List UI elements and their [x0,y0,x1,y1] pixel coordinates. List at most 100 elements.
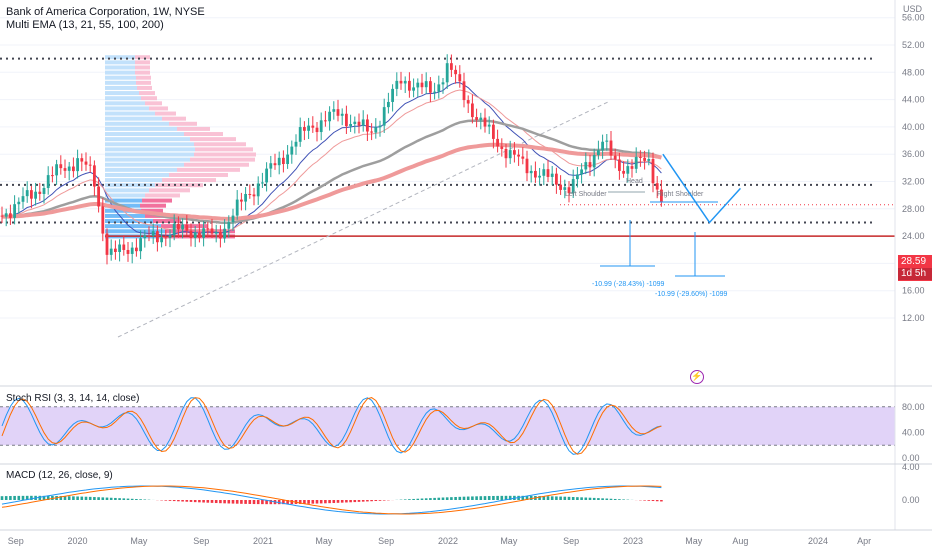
candle-body [63,168,67,171]
candle-body [4,213,8,217]
macd-histogram-bar [319,500,323,504]
macd-histogram-bar [17,495,21,500]
candle-body [546,169,550,177]
volume-profile-up-bar [105,65,135,70]
price-tick-label: 52.00 [902,40,925,50]
volume-profile-down-bar [195,147,253,152]
macd-histogram-bar [332,500,336,503]
last-price-badge: 28.59 1d 5h [898,255,932,281]
macd-histogram-bar [298,500,302,504]
candle-body [336,109,340,116]
macd-histogram-bar [42,495,46,500]
macd-histogram-bar [471,496,474,500]
candle-body [84,161,88,165]
macd-histogram-bar [567,496,571,500]
macd-histogram-bar [282,500,285,505]
candle-body [135,247,138,252]
candle-body [529,170,533,174]
volume-profile-down-bar [184,132,223,137]
macd-histogram-bar [307,500,310,504]
candle-body [462,81,466,101]
macd-histogram-bar [76,496,79,500]
horizontal-levels [0,57,895,338]
macd-histogram-bar [584,497,588,500]
candle-body [639,156,642,158]
macd-histogram-bar [420,498,424,500]
candle-body [605,140,609,142]
time-tick-label: Sep [193,536,209,546]
chart-title[interactable]: Bank of America Corporation, 1W, NYSE [6,6,205,18]
candle-body [42,187,46,194]
candle-body [588,162,592,168]
macd-histogram-bar [46,495,50,500]
macd-histogram-bar [80,496,84,500]
rsi-tick-label: 0.00 [902,453,920,463]
macd-histogram-bar [609,498,613,500]
candle-body [622,170,625,174]
candle-body [492,124,495,139]
macd-histogram-bar [210,500,214,503]
macd-histogram-bar [198,500,201,503]
macd-histogram-bar [361,500,365,502]
volume-profile-up-bar [105,91,139,96]
macd-histogram-bar [437,497,441,500]
macd-histogram-bar [429,498,432,500]
macd-label[interactable]: MACD (12, 26, close, 9) [6,470,113,481]
macd-line [1,485,662,515]
macd-histogram-bar [424,498,428,500]
macd-histogram-bar [13,495,16,500]
macd-histogram-bar [214,500,218,504]
candle-body [261,182,264,184]
stoch-rsi-label[interactable]: Stoch RSI (3, 3, 14, 14, close) [6,393,140,404]
macd-histogram-bar [231,500,235,504]
volume-profile-up-bar [105,126,177,131]
candle-body [387,101,390,108]
candle-body [513,150,516,155]
volume-profile-up-bar [105,162,184,167]
time-tick-label: Apr [857,536,871,546]
candle-body [227,222,231,229]
macd-histogram-bar [244,500,247,504]
candle-body [353,121,357,125]
candle-body [500,146,504,149]
volume-profile-down-bar [194,152,256,157]
candle-body [580,169,583,175]
candle-body [563,187,567,190]
flash-icon[interactable]: ⚡ [690,370,704,384]
macd-histogram-bar [618,499,621,500]
candle-body [315,127,319,133]
volume-profile-up-bar [105,193,145,198]
macd-histogram-bar [72,496,75,500]
macd-histogram-bar [555,496,558,500]
rsi-tick-label: 80.00 [902,402,925,412]
macd-histogram-bar [613,498,617,500]
volume-profile-down-bar [190,157,255,162]
macd-histogram-bar [269,500,273,505]
volume-profile-down-bar [139,91,155,96]
macd-histogram-bar [496,495,499,500]
candle-body [265,168,268,183]
candle-body [198,232,201,238]
macd-histogram-bar [445,497,449,500]
indicator-label[interactable]: Multi EMA (13, 21, 55, 100, 200) [6,19,164,31]
macd-histogram-bar [67,496,71,500]
macd-histogram-bar [122,498,126,500]
macd-histogram-bar [51,495,54,500]
candle-body [256,183,260,197]
macd-histogram-bar [114,497,117,500]
price-tick-label: 36.00 [902,149,925,159]
candle-body [122,244,126,250]
macd-histogram-bar [311,500,315,504]
time-tick-label: May [685,536,703,546]
candle-body [114,248,117,252]
candle-body [479,117,483,120]
candle-body [244,193,247,202]
macd-histogram-bar [441,497,445,500]
volume-profile-down-bar [169,172,228,177]
candle-body [101,206,105,234]
candle-body [403,80,407,84]
macd-histogram-bar [168,500,172,501]
price-tick-label: 12.00 [902,313,925,323]
candle-body [240,199,243,202]
